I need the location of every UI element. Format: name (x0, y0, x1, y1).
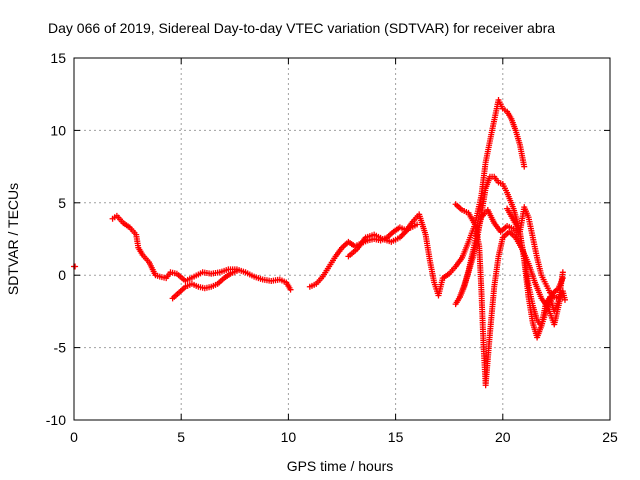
x-tick-label: 25 (602, 429, 618, 445)
x-tick-label: 0 (70, 429, 78, 445)
data-point (561, 296, 568, 303)
data-point (414, 221, 421, 228)
y-tick-label: 5 (58, 195, 66, 211)
data-points (71, 96, 568, 389)
y-tick-label: 10 (50, 122, 66, 138)
data-point (287, 286, 294, 293)
data-point (521, 163, 528, 170)
x-tick-label: 10 (281, 429, 297, 445)
data-point (72, 263, 79, 270)
data-point (559, 269, 566, 276)
x-tick-label: 5 (177, 429, 185, 445)
data-point (559, 275, 566, 282)
x-axis-label: GPS time / hours (287, 458, 394, 474)
y-axis-label: SDTVAR / TECUs (5, 183, 21, 295)
data-point (233, 267, 240, 274)
tick-labels: 0 5 10 15 20 25 -10 -5 0 5 10 15 (46, 50, 618, 445)
plot-frame (73, 57, 611, 421)
y-tick-label: 15 (50, 50, 66, 66)
y-tick-label: -5 (54, 340, 67, 356)
x-tick-label: 20 (495, 429, 511, 445)
y-tick-label: -10 (46, 412, 66, 428)
y-tick-label: 0 (58, 267, 66, 283)
x-tick-label: 15 (388, 429, 404, 445)
chart-title: Day 066 of 2019, Sidereal Day-to-day VTE… (48, 20, 555, 36)
